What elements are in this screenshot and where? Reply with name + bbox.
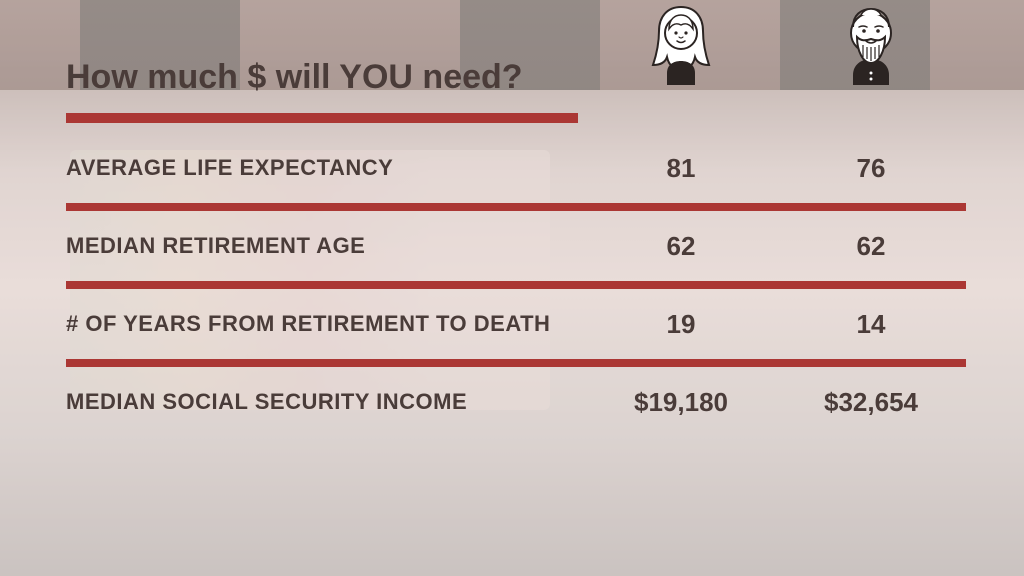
row-label: AVERAGE LIFE EXPECTANCY xyxy=(66,155,586,181)
cell-female: 19 xyxy=(586,309,776,340)
table-row: MEDIAN SOCIAL SECURITY INCOME $19,180 $3… xyxy=(66,367,966,437)
woman-icon xyxy=(643,1,719,87)
row-label: # OF YEARS FROM RETIREMENT TO DEATH xyxy=(66,311,586,337)
table-row: AVERAGE LIFE EXPECTANCY 81 76 xyxy=(66,133,966,203)
title-underline xyxy=(66,113,578,123)
cell-female: $19,180 xyxy=(586,387,776,418)
cell-male: 76 xyxy=(776,153,966,184)
row-label: MEDIAN SOCIAL SECURITY INCOME xyxy=(66,389,586,415)
cell-female: 62 xyxy=(586,231,776,262)
cell-male: 14 xyxy=(776,309,966,340)
column-header-icons xyxy=(66,1,968,61)
infographic-content: How much $ will YOU need? xyxy=(0,0,1024,437)
man-icon xyxy=(833,1,909,87)
data-table: AVERAGE LIFE EXPECTANCY 81 76 MEDIAN RET… xyxy=(66,133,966,437)
cell-female: 81 xyxy=(586,153,776,184)
row-label: MEDIAN RETIREMENT AGE xyxy=(66,233,586,259)
cell-male: 62 xyxy=(776,231,966,262)
cell-male: $32,654 xyxy=(776,387,966,418)
table-row: MEDIAN RETIREMENT AGE 62 62 xyxy=(66,211,966,281)
row-divider xyxy=(66,203,966,211)
row-divider xyxy=(66,281,966,289)
table-row: # OF YEARS FROM RETIREMENT TO DEATH 19 1… xyxy=(66,289,966,359)
row-divider xyxy=(66,359,966,367)
